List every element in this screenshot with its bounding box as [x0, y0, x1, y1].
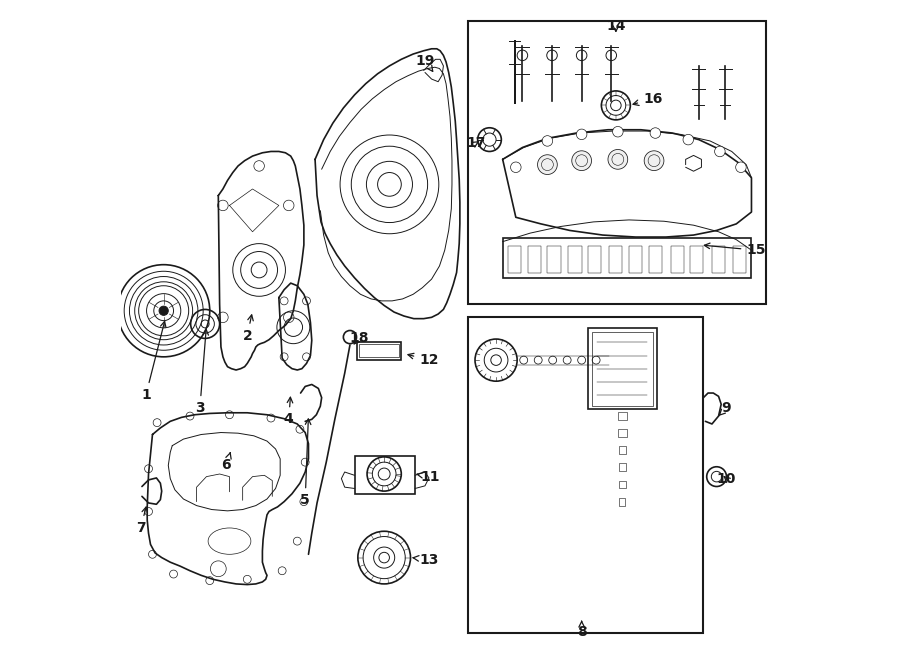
Text: 18: 18 — [349, 331, 369, 346]
Text: 7: 7 — [136, 507, 148, 535]
Text: 6: 6 — [221, 453, 231, 473]
Bar — [547, 246, 561, 273]
Circle shape — [537, 155, 557, 175]
Bar — [527, 246, 541, 273]
Circle shape — [510, 162, 521, 173]
Text: 15: 15 — [705, 243, 766, 257]
Bar — [649, 246, 662, 273]
Text: 9: 9 — [719, 401, 732, 416]
Text: 12: 12 — [408, 353, 438, 367]
Circle shape — [735, 162, 746, 173]
Bar — [733, 246, 746, 273]
Circle shape — [572, 151, 591, 171]
Bar — [619, 463, 626, 471]
Circle shape — [644, 151, 664, 171]
Bar — [618, 446, 626, 454]
Text: 19: 19 — [415, 54, 435, 71]
Circle shape — [613, 126, 623, 137]
Bar — [468, 317, 704, 633]
Text: 14: 14 — [606, 19, 626, 34]
Bar — [356, 342, 401, 360]
Bar — [629, 246, 643, 273]
Text: 3: 3 — [195, 329, 209, 415]
Bar — [508, 246, 521, 273]
Circle shape — [715, 146, 725, 157]
Bar — [589, 328, 657, 409]
Bar — [503, 239, 752, 278]
Bar — [712, 246, 725, 273]
Bar — [589, 246, 601, 273]
Text: 4: 4 — [284, 397, 293, 426]
Text: 8: 8 — [577, 621, 587, 639]
Text: 2: 2 — [242, 315, 253, 343]
Bar — [592, 332, 653, 406]
Text: 17: 17 — [466, 136, 486, 150]
Bar — [355, 455, 415, 494]
Text: 1: 1 — [141, 321, 166, 402]
Bar — [609, 246, 623, 273]
Bar — [359, 344, 399, 358]
Circle shape — [542, 136, 553, 146]
Circle shape — [576, 129, 587, 139]
Text: 16: 16 — [633, 92, 662, 106]
Circle shape — [683, 134, 694, 145]
Text: 13: 13 — [413, 553, 438, 566]
Text: 10: 10 — [716, 471, 736, 486]
Bar — [618, 429, 626, 437]
Bar — [619, 481, 625, 488]
Text: 11: 11 — [417, 469, 440, 484]
Circle shape — [650, 128, 661, 138]
Bar — [617, 412, 627, 420]
Bar — [468, 21, 766, 304]
Text: 5: 5 — [301, 419, 310, 508]
Bar — [569, 246, 581, 273]
Bar — [619, 498, 625, 506]
Bar — [690, 246, 704, 273]
Bar — [670, 246, 684, 273]
Circle shape — [159, 306, 168, 315]
Circle shape — [608, 149, 627, 169]
